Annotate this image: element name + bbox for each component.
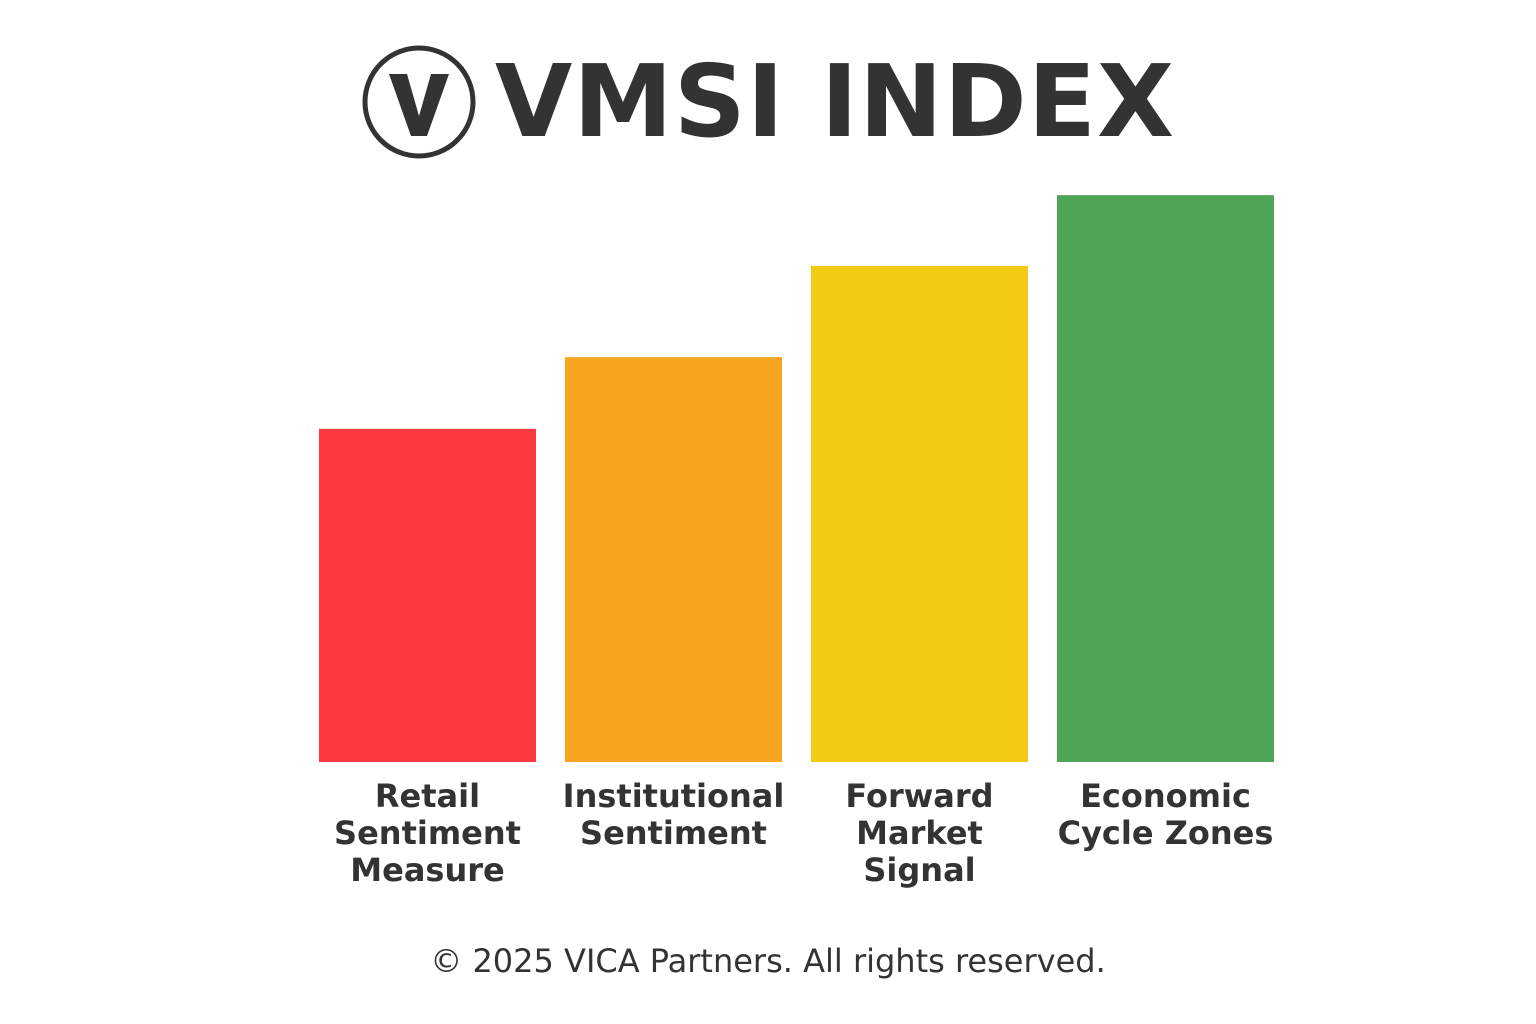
category-label-line: Cycle Zones xyxy=(1058,814,1274,852)
category-label-line: Sentiment xyxy=(580,814,767,852)
category-label-line: Institutional xyxy=(563,777,785,815)
category-label-2: Institutional Sentiment xyxy=(563,777,785,852)
bar-4 xyxy=(1057,195,1274,763)
bar-3 xyxy=(811,265,1028,762)
category-label-line: Measure xyxy=(350,851,504,889)
category-label-line: Signal xyxy=(863,851,975,889)
category-label-1: Retail Sentiment Measure xyxy=(334,777,521,889)
category-label-line: Economic xyxy=(1080,777,1251,815)
bar-2 xyxy=(565,357,782,762)
category-label-line: Market xyxy=(856,814,983,852)
copyright-notice: © 2025 VICA Partners. All rights reserve… xyxy=(430,942,1106,980)
chart-title: VMSI INDEX xyxy=(494,43,1176,160)
circle-v-logo-icon xyxy=(362,45,476,159)
category-label-line: Retail xyxy=(375,777,480,815)
category-label-line: Sentiment xyxy=(334,814,521,852)
category-label-4: Economic Cycle Zones xyxy=(1058,777,1274,852)
chart-header: VMSI INDEX xyxy=(0,40,1536,164)
bar-1 xyxy=(319,428,536,762)
category-label-line: Forward xyxy=(845,777,993,815)
category-label-3: Forward Market Signal xyxy=(845,777,993,889)
